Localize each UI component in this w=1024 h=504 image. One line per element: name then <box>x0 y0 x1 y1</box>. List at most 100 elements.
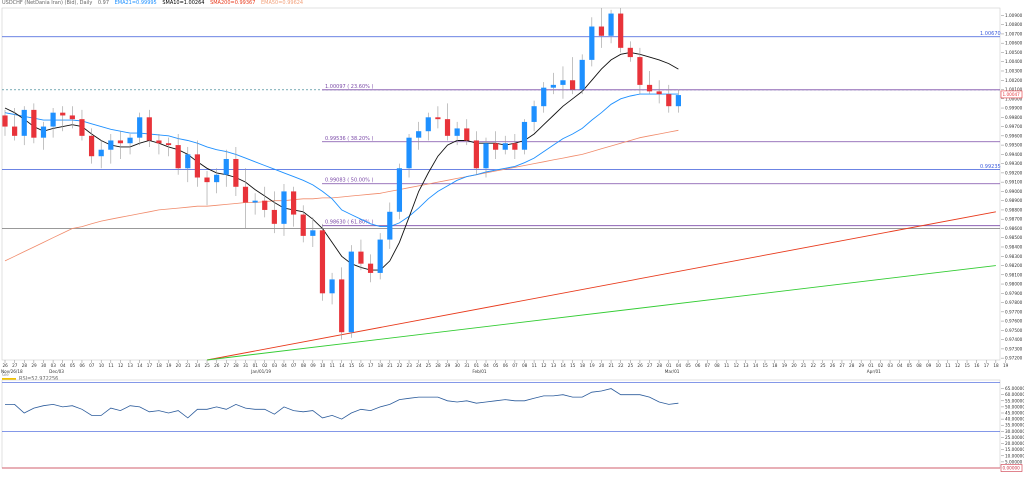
price-axis-label: 1.00700 <box>1005 31 1023 36</box>
date-axis-label: 20 <box>176 363 182 368</box>
candle-body <box>329 279 335 294</box>
date-axis-label: 22 <box>811 363 817 368</box>
price-axis-label: 0.97300 <box>1005 346 1023 351</box>
date-axis-label: 07 <box>705 363 711 368</box>
date-axis-label: 09 <box>310 363 316 368</box>
candle-body <box>377 239 383 273</box>
date-axis-label: 12 <box>118 363 124 368</box>
date-axis-label: 19 <box>782 363 788 368</box>
date-axis-label: 22 <box>397 363 403 368</box>
sma10-line <box>4 52 679 271</box>
candle-body <box>271 209 277 224</box>
price-axis-label: 0.97900 <box>1005 291 1023 296</box>
date-axis-label: 11 <box>724 363 730 368</box>
date-axis-label: 11 <box>330 363 336 368</box>
price-axis-label: 0.97500 <box>1005 328 1023 333</box>
candle-body <box>281 191 287 224</box>
date-axis-label: 04 <box>281 363 287 368</box>
date-axis-label: 30 <box>41 363 47 368</box>
rsi-panel-frame <box>1 379 1001 469</box>
candle-body <box>69 115 75 120</box>
candle-body <box>531 106 537 122</box>
date-axis-label: 24 <box>416 363 422 368</box>
rsi-axis-label: 30.00000 <box>1005 429 1024 434</box>
candle-body <box>550 84 556 88</box>
date-axis-label: 07 <box>512 363 518 368</box>
month-label: Mar/01 <box>665 369 680 374</box>
date-axis-label: 27 <box>224 363 230 368</box>
candle-body <box>40 126 47 138</box>
date-axis-label: 04 <box>60 363 66 368</box>
price-axis-label: 0.97200 <box>1005 356 1023 361</box>
month-label: Dec/03 <box>49 369 64 374</box>
candle-body <box>88 135 95 157</box>
date-axis-label: 17 <box>147 363 153 368</box>
date-axis-label: 21 <box>801 363 807 368</box>
header-info: 0.97 <box>97 0 110 6</box>
candle-body <box>589 26 595 60</box>
chart-title: USDCHF (NetDania Iran) (Bid), Daily <box>2 0 93 6</box>
date-axis-label: 01 <box>474 363 480 368</box>
date-axis-label: 13 <box>128 363 134 368</box>
date-axis-label: 02 <box>262 363 268 368</box>
date-axis-label: 09 <box>926 363 932 368</box>
date-axis-label: 27 <box>839 363 845 368</box>
date-axis-label: 10 <box>320 363 326 368</box>
price-axis-label: 0.98100 <box>1005 272 1023 277</box>
date-axis-label: 18 <box>772 363 778 368</box>
date-axis-label: 01 <box>666 363 672 368</box>
candle-body <box>108 140 114 150</box>
price-axis-label: 1.00900 <box>1005 13 1023 18</box>
rsi-header: RSI=52.972256 <box>2 376 58 382</box>
date-axis-label: 25 <box>820 363 826 368</box>
date-axis-label: 15 <box>570 363 576 368</box>
candle-body <box>502 143 508 150</box>
date-axis-label: 14 <box>339 363 345 368</box>
chart-header: USDCHF (NetDania Iran) (Bid), Daily 0.97… <box>2 0 307 6</box>
date-axis-label: 14 <box>560 363 566 368</box>
rsi-axis-label: 45.00000 <box>1005 411 1024 416</box>
date-axis-label: 12 <box>541 363 547 368</box>
date-axis-label: 28 <box>849 363 855 368</box>
candle-body <box>146 117 152 141</box>
date-axis-label: 13 <box>551 363 557 368</box>
candle-body <box>656 91 662 95</box>
price-axis-label: 0.97800 <box>1005 300 1023 305</box>
price-axis-label: 0.99100 <box>1005 180 1023 185</box>
candle-body <box>598 26 605 36</box>
date-axis-label: 06 <box>79 363 85 368</box>
fib-level-label: 1.00097 ( 23.60% ) <box>325 84 373 90</box>
price-axis-label: 0.99200 <box>1005 170 1023 175</box>
date-axis-label: 07 <box>291 363 297 368</box>
price-axis-label: 0.99700 <box>1005 124 1023 129</box>
candle-body <box>127 137 133 144</box>
date-axis-label: 03 <box>888 363 894 368</box>
candle-body <box>60 112 66 116</box>
date-axis-label: 15 <box>965 363 971 368</box>
date-axis-label: 12 <box>955 363 961 368</box>
date-axis-label: 08 <box>714 363 720 368</box>
price-axis-label: 1.00800 <box>1005 22 1023 27</box>
candle-body <box>242 186 249 203</box>
fib-level-label: 0.99083 ( 50.00% ) <box>325 178 373 184</box>
candle-body <box>367 263 374 273</box>
date-axis-label: 11 <box>108 363 114 368</box>
candle-body <box>310 230 316 236</box>
candle-body <box>252 200 258 203</box>
ema21-line <box>4 93 679 228</box>
date-axis-label: 28 <box>233 363 239 368</box>
date-axis-label: 26 <box>3 363 9 368</box>
price-axis-label: 0.98400 <box>1005 244 1023 249</box>
date-axis-label: 10 <box>936 363 942 368</box>
price-axis-label: 0.99900 <box>1005 106 1023 111</box>
candle-body <box>627 47 633 58</box>
candle-body <box>2 115 8 127</box>
date-axis-label: 18 <box>156 363 162 368</box>
date-axis-label: 18 <box>993 363 999 368</box>
date-axis-label: 28 <box>435 363 441 368</box>
candle-body <box>233 158 239 187</box>
rsi-value-label: RSI=52.972256 <box>19 376 59 382</box>
candle-body <box>406 137 412 169</box>
date-axis-label: 06 <box>503 363 509 368</box>
